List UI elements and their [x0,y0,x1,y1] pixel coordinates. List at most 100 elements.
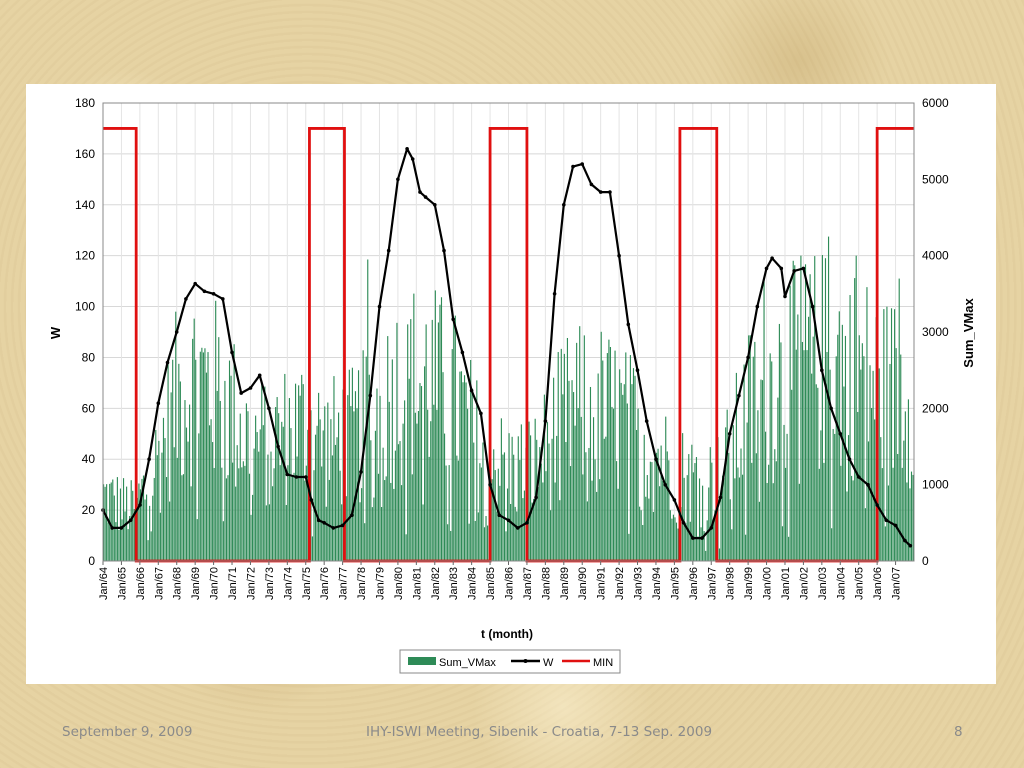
bar-sum-vmax [685,523,687,561]
bar-sum-vmax [811,373,813,561]
bar-sum-vmax [215,300,217,561]
marker-w [230,350,234,355]
bar-sum-vmax [629,355,631,561]
bar-sum-vmax [493,449,495,561]
bar-sum-vmax [513,454,515,561]
bar-sum-vmax [245,403,247,561]
bar-sum-vmax [728,452,730,561]
bar-sum-vmax [588,447,590,561]
bar-sum-vmax [605,436,607,561]
bar-sum-vmax [299,395,301,561]
bar-sum-vmax [714,510,716,561]
bar-sum-vmax [901,467,903,561]
marker-w [451,317,456,322]
bar-sum-vmax [187,441,189,561]
bar-sum-vmax [370,440,372,561]
x-tick-label: Jan/64 [98,567,110,600]
bar-sum-vmax [912,474,914,561]
marker-w [257,373,262,378]
marker-w [718,495,723,500]
bar-sum-vmax [668,460,670,561]
marker-w [156,401,161,406]
y-tick-left: 40 [82,452,96,466]
bar-sum-vmax [506,488,509,561]
bar-sum-vmax [311,536,314,561]
bar-sum-vmax [500,418,502,561]
bar-sum-vmax [691,444,693,561]
bar-sum-vmax [447,524,449,561]
bar-sum-vmax [413,293,415,561]
bar-sum-vmax [347,395,349,561]
bar-sum-vmax [596,491,598,561]
bar-sum-vmax [566,337,569,561]
bar-sum-vmax [738,477,741,561]
x-tick-label: Jan/86 [504,567,516,600]
bar-sum-vmax [869,365,871,561]
bar-sum-vmax [339,470,341,561]
bar-sum-vmax [823,462,825,561]
bar-sum-vmax [417,411,420,561]
bar-sum-vmax [775,461,777,561]
bar-sum-vmax [689,521,691,561]
bar-sum-vmax [706,520,708,561]
bar-sum-vmax [821,255,823,562]
bar-sum-vmax [301,374,303,561]
marker-w [488,482,492,487]
bar-sum-vmax [322,430,324,561]
bar-sum-vmax [648,498,650,561]
bar-sum-vmax [325,506,327,561]
bar-sum-vmax [457,460,459,561]
marker-w [316,518,321,523]
bar-sum-vmax [640,510,642,561]
bar-sum-vmax [784,467,787,561]
bar-sum-vmax [711,462,713,561]
bar-sum-vmax [159,512,161,561]
bar-sum-vmax [781,526,784,561]
marker-w [654,457,658,462]
marker-w [350,513,354,517]
bar-sum-vmax [517,436,519,561]
x-tick-label: Jan/81 [411,567,423,600]
bar-sum-vmax [806,350,808,561]
y-tick-left: 100 [75,300,95,314]
bar-sum-vmax [720,496,722,561]
bar-sum-vmax [298,385,300,561]
bar-sum-vmax [851,475,853,561]
bar-sum-vmax [849,295,851,561]
marker-w [626,322,631,327]
bar-sum-vmax [557,352,559,561]
marker-w [515,526,520,530]
bar-sum-vmax [818,468,820,561]
bar-sum-vmax [463,375,466,561]
bar-sum-vmax [427,409,429,561]
bar-sum-vmax [606,353,608,561]
bar-sum-vmax [898,278,900,561]
bar-sum-vmax [411,474,413,561]
marker-w [340,523,345,528]
marker-w [644,419,649,423]
y-tick-right: 1000 [922,478,949,492]
bar-sum-vmax [774,449,776,561]
bar-sum-vmax [801,341,804,561]
bar-sum-vmax [255,415,257,561]
bar-sum-vmax [474,520,476,561]
bar-sum-vmax [556,435,558,561]
bar-sum-vmax [259,429,261,561]
bar-sum-vmax [462,382,464,561]
bar-sum-vmax [870,407,873,561]
marker-w [119,526,124,530]
bar-sum-vmax [617,488,619,561]
bar-sum-vmax [803,350,805,561]
x-tick-label: Jan/94 [651,567,663,600]
bar-sum-vmax [216,390,218,561]
bar-sum-vmax [250,514,252,561]
bar-sum-vmax [586,501,588,561]
x-tick-label: Jan/75 [301,567,313,600]
bar-sum-vmax [786,433,788,561]
bar-sum-vmax [549,510,552,561]
bar-sum-vmax [628,533,630,561]
bar-sum-vmax [491,479,493,561]
bar-sum-vmax [103,484,105,561]
bar-sum-vmax [502,454,504,561]
bar-sum-vmax [688,454,690,561]
